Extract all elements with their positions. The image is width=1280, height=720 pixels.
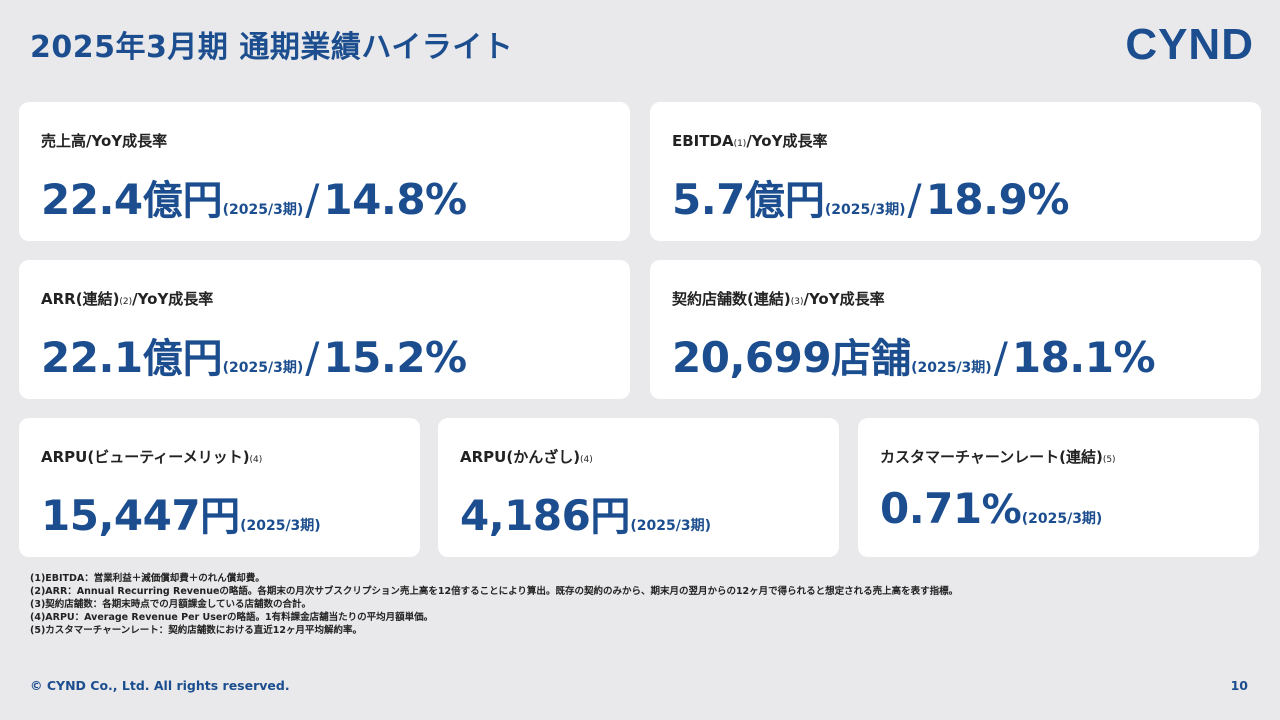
metric-value: 4,186 [460,491,591,540]
growth-value: 18.9% [925,175,1070,224]
metric-unit: 億円 [744,178,825,224]
card-ebitda: EBITDA(1)/YoY成長率 5.7億円(2025/3期)/18.9% [650,102,1261,241]
card-arr: ARR(連結)(2)/YoY成長率 22.1億円(2025/3期)/15.2% [19,260,630,399]
metric-unit: 店舗 [831,336,912,382]
metric-period: (2025/3期) [824,202,906,218]
footnotes: (1)EBITDA：営業利益＋減価償却費＋のれん償却費。 (2)ARR：Annu… [30,572,958,637]
footnote-ref: (3) [790,297,804,307]
footnote: (4)ARPU：Average Revenue Per Userの略語。1有料課… [30,612,434,623]
copyright: © CYND Co., Ltd. All rights reserved. [30,678,290,693]
footnote: (2)ARR：Annual Recurring Revenueの略語。各期末の月… [30,586,959,597]
card-stores: 契約店舗数(連結)(3)/YoY成長率 20,699店舗(2025/3期)/18… [650,260,1261,399]
slash-separator: / [907,175,922,224]
label-text: EBITDA [672,132,734,150]
label-text: ARPU(ビューティーメリット) [41,448,250,466]
label-text: ARPU(かんざし) [460,448,581,466]
metric-period: (2025/3期) [222,202,304,218]
metric-period: (2025/3期) [222,360,304,376]
card-revenue: 売上高/YoY成長率 22.4億円(2025/3期)/14.8% [19,102,630,241]
cynd-logo: CYND [1125,20,1254,69]
card-arpu-beauty-merit: ARPU(ビューティーメリット)(4) 15,447円(2025/3期) [19,418,420,557]
page-number: 10 [1230,678,1248,693]
footnote-ref: (4) [580,455,593,465]
metric-unit: 億円 [142,178,223,224]
label-text: 契約店舗数(連結) [672,290,791,308]
card-churn-rate: カスタマーチャーンレート(連結)(5) 0.71%(2025/3期) [858,418,1259,557]
metric-unit: 億円 [142,336,223,382]
card-arpu-kanzashi: ARPU(かんざし)(4) 4,186円(2025/3期) [438,418,839,557]
footnote: (3)契約店舗数：各期末時点での月額課金している店舗数の合計。 [30,599,312,610]
footnote: (5)カスタマーチャーンレート：契約店舗数における直近12ヶ月平均解約率。 [30,625,362,636]
metric-value: 0.71 [880,484,982,533]
label-suffix: /YoY成長率 [746,132,828,150]
label-text: 売上高/YoY成長率 [41,132,168,150]
metric-period: (2025/3期) [1021,511,1103,527]
label-suffix: /YoY成長率 [803,290,885,308]
label-text: カスタマーチャーンレート(連結) [880,448,1103,466]
card-value: 5.7億円(2025/3期)/18.9% [672,168,1069,226]
card-value: 15,447円(2025/3期) [41,484,321,542]
growth-value: 14.8% [323,175,467,224]
footnote-ref: (2) [119,297,133,307]
card-label: 売上高/YoY成長率 [41,130,167,151]
card-label: 契約店舗数(連結)(3)/YoY成長率 [672,288,885,309]
metric-unit: % [981,487,1022,533]
growth-value: 18.1% [1011,333,1156,382]
label-text: ARR(連結) [41,290,120,308]
footnote-ref: (1) [733,139,747,149]
metric-value: 22.4 [41,175,143,224]
footnote-ref: (4) [249,455,263,465]
footnote-ref: (5) [1102,455,1116,465]
page-title: 2025年3月期 通期業績ハイライト [30,30,514,65]
card-label: ARPU(かんざし)(4) [460,446,593,467]
metric-value: 5.7 [672,175,745,224]
metric-value: 22.1 [41,333,143,382]
metric-period: (2025/3期) [911,360,992,376]
card-label: ARPU(ビューティーメリット)(4) [41,446,262,467]
card-value: 20,699店舗(2025/3期)/18.1% [672,326,1156,384]
card-value: 0.71%(2025/3期) [880,484,1102,533]
metric-period: (2025/3期) [630,518,711,534]
metric-value: 20,699 [672,333,832,382]
metric-period: (2025/3期) [240,518,321,534]
slash-separator: / [305,175,320,224]
card-value: 22.4億円(2025/3期)/14.8% [41,168,467,226]
card-label: ARR(連結)(2)/YoY成長率 [41,288,213,309]
metric-value: 15,447 [41,491,201,540]
label-suffix: /YoY成長率 [132,290,214,308]
growth-value: 15.2% [323,333,467,382]
slash-separator: / [305,333,320,382]
metric-unit: 円 [200,494,241,540]
footnote: (1)EBITDA：営業利益＋減価償却費＋のれん償却費。 [30,573,265,584]
card-label: カスタマーチャーンレート(連結)(5) [880,446,1116,467]
card-value: 22.1億円(2025/3期)/15.2% [41,326,467,384]
card-value: 4,186円(2025/3期) [460,484,711,542]
metric-unit: 円 [590,494,631,540]
slash-separator: / [993,333,1008,382]
card-label: EBITDA(1)/YoY成長率 [672,130,827,151]
